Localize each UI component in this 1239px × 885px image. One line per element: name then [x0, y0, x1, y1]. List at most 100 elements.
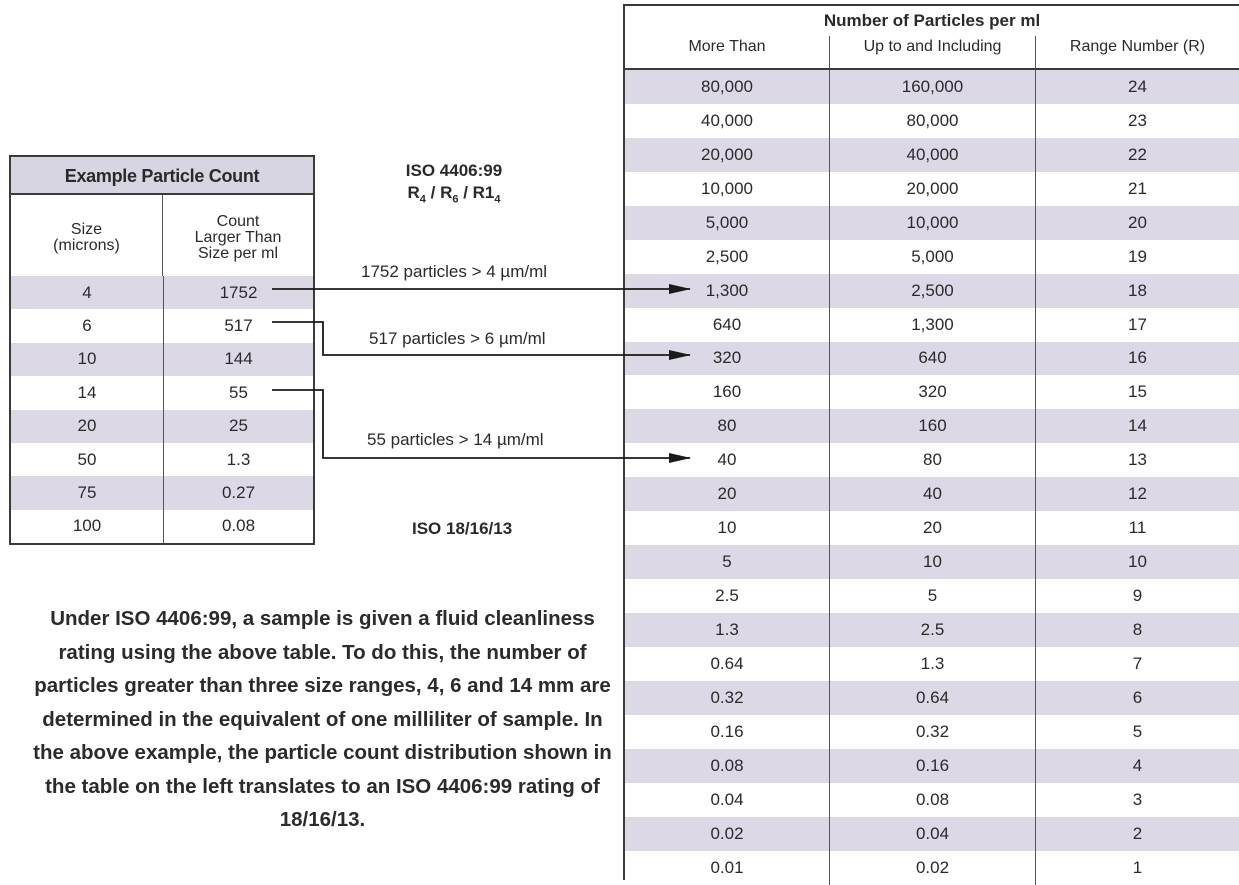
up-to-cell: 160,000 [830, 70, 1036, 104]
example-particle-count-table: Example Particle Count Size (microns) Cou… [9, 155, 315, 546]
up-to-cell: 20,000 [830, 171, 1036, 206]
range-number-cell: 7 [1132, 653, 1143, 673]
range-number-cell: 5 [1132, 721, 1143, 741]
range-number-cell: 20 [1128, 212, 1147, 232]
table-row: 40 80 13 [625, 443, 1239, 478]
more-than-cell: 20,000 [625, 137, 830, 172]
up-to-cell: 2.5 [830, 613, 1036, 647]
range-number-cell: 16 [1128, 348, 1147, 368]
range-number-cell: 24 [1128, 76, 1147, 96]
table-row: 75 0.27 [11, 476, 313, 510]
more-than-cell: 80 [625, 409, 830, 444]
more-than-cell: 320 [625, 341, 830, 376]
count-header-line3: Size per ml [197, 244, 279, 262]
range-number-cell: 22 [1128, 144, 1147, 164]
count-header-line2: Larger Than [194, 228, 282, 246]
arrow-label-6um: 517 particles > 6 µm/ml [369, 329, 546, 348]
more-than-cell: 0.01 [625, 850, 830, 885]
range-number-cell: 19 [1128, 246, 1147, 266]
more-than-header: More Than [625, 36, 830, 68]
more-than-cell: 10,000 [625, 171, 830, 206]
range-number-cell: 4 [1132, 755, 1143, 775]
range-number-cell: 18 [1128, 280, 1147, 300]
iso-rating-description: Under ISO 4406:99, a sample is given a f… [33, 607, 612, 831]
up-to-cell: 5,000 [830, 239, 1036, 274]
table-row: 320 640 16 [625, 341, 1239, 376]
table-row: 20 40 12 [625, 477, 1239, 512]
table-row: 14 55 [11, 376, 313, 410]
more-than-cell: 0.02 [625, 816, 830, 851]
size-cell: 14 [11, 376, 164, 410]
range-number-cell: 9 [1132, 586, 1143, 606]
table-row: 0.04 0.08 3 [625, 782, 1239, 817]
up-to-cell: 2,500 [830, 273, 1036, 308]
arrow-14um-to-range-13 [272, 389, 691, 463]
table-row: 10,000 20,000 21 [625, 171, 1239, 206]
arrow-6um-to-range-16 [272, 321, 691, 360]
up-to-cell: 0.04 [830, 816, 1036, 851]
more-than-cell: 640 [625, 307, 830, 342]
more-than-cell: 1,300 [625, 273, 830, 308]
left-table-header: Size (microns) Count Larger Than Size per m… [11, 195, 313, 276]
more-than-cell: 80,000 [625, 70, 830, 104]
size-cell: 4 [11, 276, 164, 310]
iso-range-number-table: Number of Particles per ml More Than Up … [623, 4, 1239, 885]
arrow-label-4um: 1752 particles > 4 µm/ml [361, 262, 548, 281]
more-than-cell: 5 [625, 545, 830, 580]
up-to-cell: 0.02 [830, 850, 1036, 885]
up-to-cell: 40,000 [830, 137, 1036, 172]
size-header-line1: Size [70, 220, 103, 238]
iso-result-code: ISO 18/16/13 [412, 519, 513, 538]
count-cell: 1.3 [226, 449, 251, 469]
more-than-cell: 10 [625, 511, 830, 546]
up-to-cell: 5 [830, 579, 1036, 613]
table-row: 1,300 2,500 18 [625, 273, 1239, 308]
size-cell: 75 [11, 476, 164, 510]
up-to-cell: 10 [830, 545, 1036, 580]
left-table-body: 4 1752 6 517 10 144 14 55 20 25 50 1.3 75 0.27 100 0.08 [11, 276, 313, 544]
right-table-title: Number of Particles per ml [823, 11, 1041, 30]
table-row: 40,000 80,000 23 [625, 103, 1239, 138]
count-cell: 25 [229, 416, 248, 436]
range-number-cell: 15 [1128, 382, 1147, 402]
table-row: 100 0.08 [11, 509, 313, 544]
left-table-title: Example Particle Count [11, 157, 313, 195]
more-than-cell: 0.16 [625, 714, 830, 749]
range-number-cell: 1 [1132, 857, 1143, 877]
table-row: 640 1,300 17 [625, 307, 1239, 342]
table-row: 5 10 10 [625, 545, 1239, 580]
more-than-cell: 2,500 [625, 239, 830, 274]
up-to-cell: 0.32 [830, 714, 1036, 749]
range-number-cell: 21 [1128, 178, 1147, 198]
range-number-cell: 10 [1128, 552, 1147, 572]
size-cell: 6 [11, 309, 164, 343]
arrow-label-14um: 55 particles > 14 µm/ml [367, 430, 544, 449]
table-row: 2,500 5,000 19 [625, 239, 1239, 274]
up-to-cell: 80,000 [830, 103, 1036, 138]
up-to-cell: 40 [830, 477, 1036, 512]
size-column-header: Size (microns) [11, 195, 163, 276]
range-number-cell: 12 [1128, 484, 1147, 504]
up-to-cell: 0.64 [830, 680, 1036, 715]
more-than-cell: 40 [625, 443, 830, 478]
table-row: 80 160 14 [625, 409, 1239, 444]
range-number-cell: 11 [1128, 518, 1147, 538]
up-to-cell: 1.3 [830, 646, 1036, 681]
up-to-cell: 0.16 [830, 748, 1036, 783]
range-number-cell: 6 [1132, 687, 1143, 707]
more-than-cell: 1.3 [625, 613, 830, 647]
range-number-cell: 3 [1132, 789, 1143, 809]
table-row: 4 1752 [11, 276, 313, 310]
table-row: 20,000 40,000 22 [625, 137, 1239, 172]
more-than-cell: 0.04 [625, 782, 830, 817]
size-cell: 50 [11, 442, 164, 477]
table-row: 0.02 0.04 2 [625, 816, 1239, 851]
iso-code-format: R4 / R6 / R14 [407, 183, 501, 206]
more-than-cell: 160 [625, 375, 830, 410]
table-row: 160 320 15 [625, 375, 1239, 410]
up-to-cell: 160 [830, 409, 1036, 444]
more-than-cell: 0.08 [625, 748, 830, 783]
right-table-body: 80,000 160,000 24 40,000 80,000 23 20,000 40,00… [625, 70, 1239, 885]
size-cell: 100 [11, 509, 164, 544]
table-row: 0.64 1.3 7 [625, 646, 1239, 681]
